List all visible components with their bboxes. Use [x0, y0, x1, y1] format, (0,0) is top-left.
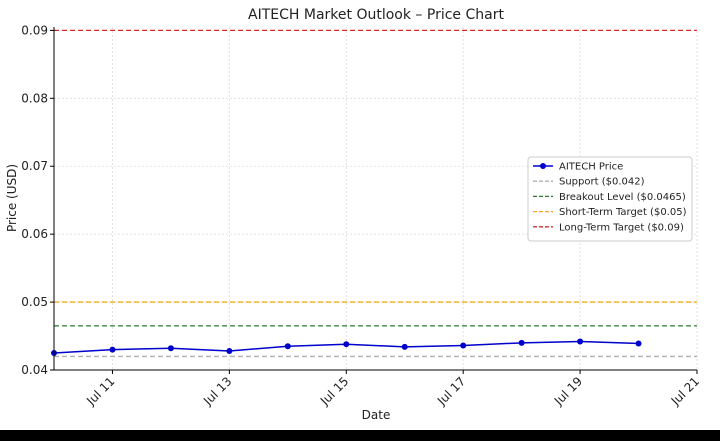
legend-box: [527, 156, 693, 242]
data-point: [226, 347, 233, 354]
x-tick-label: Jul 17: [434, 374, 468, 408]
data-point: [109, 346, 116, 353]
y-tick-label: 0.04: [21, 363, 48, 377]
legend-entry: Support ($0.042): [533, 177, 645, 188]
legend: AITECH Price Support ($0.042) Breakout Lev…: [527, 156, 693, 242]
data-point: [577, 338, 584, 345]
reference-lines: [54, 29, 697, 358]
y-tick-label: 0.08: [21, 91, 48, 105]
y-axis-label: Price (USD): [5, 164, 19, 232]
chart-title: AITECH Market Outlook – Price Chart: [248, 7, 504, 23]
data-point: [167, 345, 174, 352]
x-tick-label: Jul 15: [317, 374, 351, 408]
x-tick-label: Jul 11: [83, 374, 117, 408]
legend-entry: Short-Term Target ($0.05): [533, 207, 687, 218]
y-tick-label: 0.05: [21, 295, 48, 309]
data-point: [343, 341, 350, 348]
legend-label: Support ($0.042): [559, 177, 645, 188]
x-tick-label: Jul 21: [668, 374, 702, 408]
legend-label: Short-Term Target ($0.05): [559, 207, 687, 218]
legend-marker: [540, 163, 546, 169]
x-tick-label: Jul 19: [551, 374, 585, 408]
line-chart: 0.04 0.05 0.06 0.07 0.08 0.09 Jul 11 Jul 13 Jul …: [5, 7, 702, 422]
x-tick-label: Jul 13: [200, 374, 234, 408]
data-point: [401, 343, 408, 350]
series-layer: [51, 338, 642, 357]
data-point: [518, 339, 525, 346]
data-point: [284, 343, 291, 350]
y-tick-label: 0.09: [21, 23, 48, 37]
data-point: [635, 340, 642, 347]
legend-entry: Long-Term Target ($0.09): [533, 222, 684, 233]
legend-label: AITECH Price: [559, 162, 623, 173]
legend-entry: AITECH Price: [533, 162, 623, 173]
y-tick-label: 0.07: [21, 159, 48, 173]
y-tick-label: 0.06: [21, 227, 48, 241]
chart-figure: 0.04 0.05 0.06 0.07 0.08 0.09 Jul 11 Jul 13 Jul …: [0, 0, 720, 430]
x-axis-label: Date: [362, 408, 391, 422]
legend-entry: Breakout Level ($0.0465): [533, 192, 686, 203]
legend-label: Breakout Level ($0.0465): [559, 192, 686, 203]
data-point: [460, 342, 467, 349]
legend-label: Long-Term Target ($0.09): [559, 222, 684, 233]
